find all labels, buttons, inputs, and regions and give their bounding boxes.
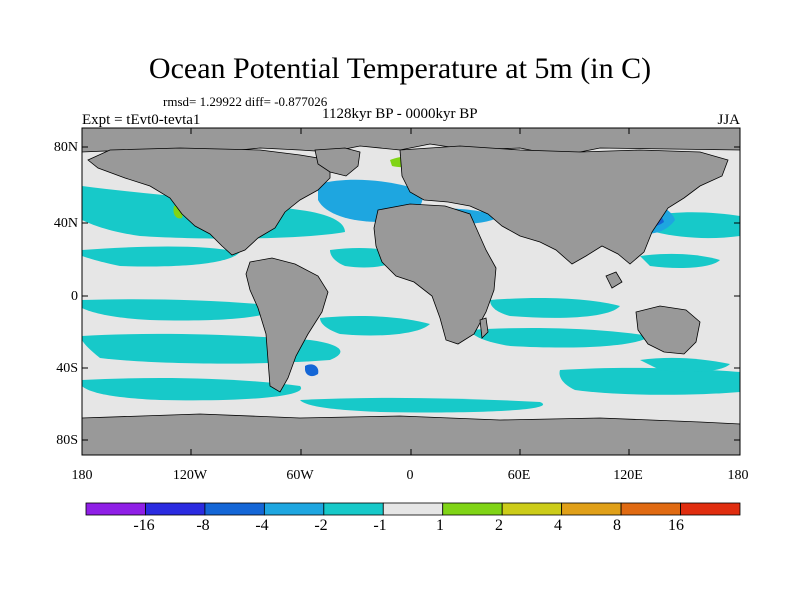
lon-label-60w: 60W: [286, 468, 314, 483]
tasman-cool-band: [640, 357, 730, 372]
lon-label-180w: 180: [71, 468, 93, 483]
south-atlantic-cooling-patch: [305, 364, 319, 377]
lon-label-180e: 180: [727, 468, 749, 483]
southern-ocean-cool-band-east: [559, 367, 740, 395]
eurasia: [399, 145, 729, 265]
colorbar-swatch: [680, 502, 741, 516]
colorbar-swatch: [442, 502, 503, 516]
colorbar-swatch: [263, 502, 325, 516]
colorbar-label: -2: [314, 517, 328, 534]
colorbar-label: 8: [613, 517, 621, 534]
lon-label-120w: 120W: [172, 468, 208, 483]
lat-label-40n: 40N: [53, 216, 78, 231]
south-america: [245, 257, 329, 393]
colorbar-swatch: [382, 502, 444, 516]
colorbar-swatch: [561, 502, 622, 516]
colorbar-swatch: [620, 502, 681, 516]
south-indian-cool-band: [470, 328, 650, 348]
stats-label: rmsd= 1.29922 diff= -0.877026: [163, 94, 328, 109]
colorbar-swatch: [85, 502, 146, 516]
lat-label-80s: 80S: [56, 433, 78, 448]
africa: [373, 203, 497, 345]
indian-ocean-cool-band: [490, 298, 620, 318]
colorbar-label: 1: [436, 517, 444, 534]
australia: [635, 305, 701, 355]
southern-ocean-cool-band-mid: [300, 397, 544, 413]
chart-title: Ocean Potential Temperature at 5m (in C): [148, 52, 652, 85]
tropical-pacific-cool-band: [82, 246, 240, 267]
colorbar-label: -1: [373, 517, 387, 534]
colorbar-swatch: [145, 502, 206, 516]
colorbar-label: 2: [495, 517, 503, 534]
madagascar: [479, 317, 489, 339]
greenland: [314, 147, 361, 177]
lon-label-120e: 120E: [613, 468, 643, 483]
colorbar-label: -8: [196, 517, 210, 534]
borneo: [605, 271, 623, 289]
experiment-label: Expt = tEvt0-tevta1: [82, 112, 201, 128]
lon-label-60e: 60E: [507, 468, 531, 483]
season-label: JJA: [717, 112, 740, 128]
south-atlantic-cool-band: [320, 316, 430, 336]
colorbar-label: 16: [668, 517, 684, 534]
colorbar-swatch: [204, 502, 265, 516]
southern-ocean-cool-band-west: [82, 378, 302, 401]
lat-label-40s: 40S: [56, 361, 78, 376]
colorbar-swatch: [323, 502, 384, 516]
period-label: 1128kyr BP - 0000kyr BP: [322, 106, 478, 122]
colorbar-label: -16: [133, 517, 155, 534]
lat-label-0: 0: [71, 289, 78, 304]
west-pacific-cool-band: [640, 253, 720, 268]
colorbar-swatch: [501, 502, 563, 516]
lon-label-0: 0: [406, 468, 414, 483]
colorbar-label: -4: [255, 517, 269, 534]
lat-label-80n: 80N: [53, 140, 78, 155]
colorbar-label: 4: [554, 517, 562, 534]
south-pacific-cool-band: [82, 299, 280, 321]
